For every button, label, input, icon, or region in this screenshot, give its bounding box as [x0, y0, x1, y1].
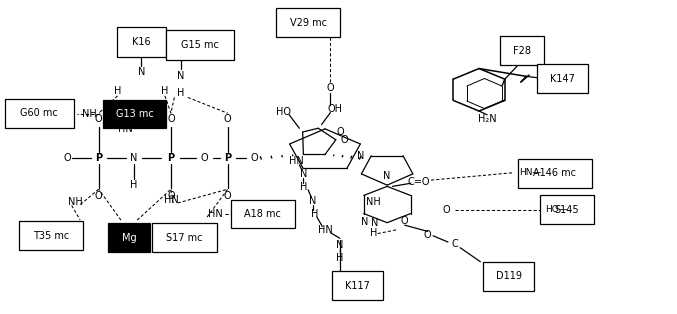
Text: G13 mc: G13 mc	[116, 109, 153, 119]
Text: Mg: Mg	[122, 233, 136, 243]
FancyBboxPatch shape	[538, 64, 588, 93]
Text: NH: NH	[366, 197, 381, 207]
FancyBboxPatch shape	[540, 195, 594, 224]
FancyBboxPatch shape	[152, 223, 217, 252]
Text: V29 mc: V29 mc	[290, 18, 326, 28]
Text: K117: K117	[345, 281, 370, 291]
Text: NH: NH	[68, 197, 83, 207]
Text: O: O	[63, 153, 70, 163]
Text: HN: HN	[289, 156, 304, 166]
Text: H: H	[114, 86, 121, 96]
FancyBboxPatch shape	[19, 221, 83, 250]
Text: H₂N: H₂N	[478, 114, 496, 124]
Text: C=O: C=O	[408, 177, 430, 187]
Text: O: O	[336, 127, 344, 137]
Text: HN—: HN—	[519, 168, 542, 177]
Text: HO—: HO—	[545, 205, 568, 214]
Text: S145: S145	[554, 204, 579, 214]
FancyBboxPatch shape	[117, 27, 166, 57]
Text: O: O	[95, 191, 102, 201]
Text: H: H	[336, 253, 343, 263]
Text: N: N	[357, 151, 365, 161]
Text: O: O	[443, 204, 450, 214]
Text: N: N	[362, 217, 369, 227]
Text: S17 mc: S17 mc	[167, 233, 202, 243]
FancyBboxPatch shape	[5, 99, 74, 127]
Text: NH: NH	[82, 109, 97, 119]
Text: O: O	[340, 135, 348, 145]
FancyBboxPatch shape	[231, 199, 295, 228]
Text: P: P	[167, 153, 175, 163]
Text: H: H	[161, 86, 169, 96]
Text: O: O	[401, 216, 408, 226]
Text: G15 mc: G15 mc	[181, 40, 219, 50]
Text: N: N	[137, 68, 145, 78]
Text: H: H	[370, 228, 377, 238]
Text: O: O	[224, 191, 232, 201]
Text: HN: HN	[118, 124, 133, 134]
Text: T35 mc: T35 mc	[33, 231, 70, 241]
Text: N: N	[177, 71, 185, 81]
Text: O: O	[424, 230, 431, 240]
Text: K147: K147	[550, 74, 575, 84]
Text: C: C	[452, 239, 458, 249]
Text: N: N	[130, 153, 137, 163]
Text: D119: D119	[496, 271, 522, 281]
Text: HN: HN	[164, 195, 178, 205]
Text: N: N	[309, 196, 317, 206]
Text: O: O	[95, 115, 102, 124]
Text: H: H	[311, 209, 319, 219]
Text: O: O	[167, 191, 175, 201]
Text: A18 mc: A18 mc	[244, 209, 281, 219]
FancyBboxPatch shape	[166, 30, 234, 60]
FancyBboxPatch shape	[332, 271, 383, 300]
Text: O: O	[224, 115, 232, 124]
Text: A146 mc: A146 mc	[533, 168, 576, 178]
Text: OH: OH	[328, 105, 343, 115]
Text: HN: HN	[318, 225, 332, 235]
FancyBboxPatch shape	[517, 159, 592, 188]
Text: O: O	[167, 115, 175, 124]
Text: O: O	[201, 153, 209, 163]
FancyBboxPatch shape	[108, 223, 150, 252]
Text: N: N	[336, 240, 343, 250]
Text: H: H	[130, 180, 137, 190]
Text: N: N	[383, 171, 391, 181]
FancyBboxPatch shape	[276, 8, 340, 37]
Text: HN: HN	[208, 209, 223, 219]
FancyBboxPatch shape	[483, 262, 534, 291]
Text: N: N	[300, 169, 307, 179]
Text: H: H	[300, 182, 307, 192]
Text: G60 mc: G60 mc	[20, 108, 58, 118]
FancyBboxPatch shape	[500, 36, 544, 65]
Text: F28: F28	[513, 46, 531, 56]
Text: HO: HO	[276, 107, 291, 117]
Text: N: N	[371, 218, 378, 228]
Text: K16: K16	[132, 37, 150, 47]
Text: O: O	[326, 83, 334, 93]
Text: P: P	[95, 153, 102, 163]
FancyBboxPatch shape	[104, 100, 166, 128]
Text: O: O	[250, 153, 258, 163]
Text: H: H	[177, 88, 185, 98]
Text: P: P	[224, 153, 232, 163]
